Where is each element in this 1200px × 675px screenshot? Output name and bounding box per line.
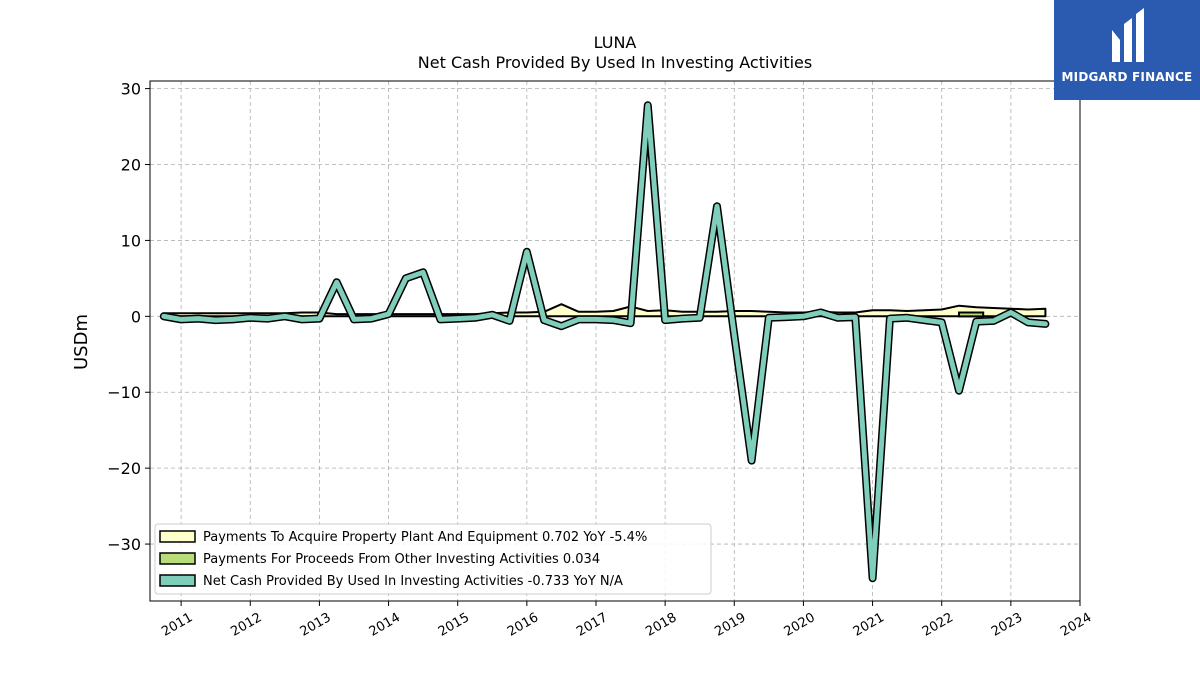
logo-mark-icon [1112, 8, 1144, 62]
x-tick-label: 2020 [782, 610, 818, 640]
legend: Payments To Acquire Property Plant And E… [154, 523, 712, 595]
legend-label-ppe: Payments To Acquire Property Plant And E… [203, 530, 647, 545]
x-tick-label: 2022 [920, 610, 956, 640]
series-layer [159, 101, 1050, 583]
x-tick-label: 2014 [367, 610, 403, 640]
x-tick-label: 2016 [505, 610, 541, 640]
y-tick-label: 20 [121, 156, 141, 175]
series-net-line [161, 102, 1048, 581]
legend-label-other: Payments For Proceeds From Other Investi… [203, 552, 600, 567]
legend-swatch-net [159, 574, 196, 587]
plot-frame [149, 80, 1081, 602]
y-tick-label: −20 [107, 459, 141, 478]
x-tick-label: 2015 [436, 610, 472, 640]
y-tick-label: −10 [107, 383, 141, 402]
x-tick-label: 2021 [851, 610, 887, 640]
chart-title: LUNA [594, 33, 637, 52]
series-net-outline [159, 101, 1050, 583]
x-tick-label: 2024 [1058, 610, 1094, 640]
series-other-area [957, 311, 985, 318]
x-tick-label: 2023 [989, 610, 1025, 640]
y-tick-label: 0 [131, 307, 141, 326]
y-tick-label: 10 [121, 231, 141, 250]
y-tick-label: 30 [121, 80, 141, 99]
brand-logo: MIDGARD FINANCE [1054, 0, 1200, 100]
x-tick-label: 2018 [643, 610, 679, 640]
legend-box [154, 523, 712, 595]
x-tick-label: 2012 [228, 610, 264, 640]
x-tick-label: 2013 [298, 610, 334, 640]
y-tick-label: −30 [107, 535, 141, 554]
x-tick-label: 2019 [712, 610, 748, 640]
legend-swatch-other [159, 552, 196, 565]
x-tick-label: 2011 [159, 610, 195, 640]
x-tick-label: 2017 [574, 610, 610, 640]
legend-label-net: Net Cash Provided By Used In Investing A… [203, 574, 623, 589]
grid [150, 81, 1081, 601]
brand-name: MIDGARD FINANCE [1061, 70, 1193, 84]
legend-swatch-ppe [159, 530, 196, 543]
chart-subtitle: Net Cash Provided By Used In Investing A… [418, 53, 812, 72]
y-axis-label: USDm [71, 314, 92, 370]
